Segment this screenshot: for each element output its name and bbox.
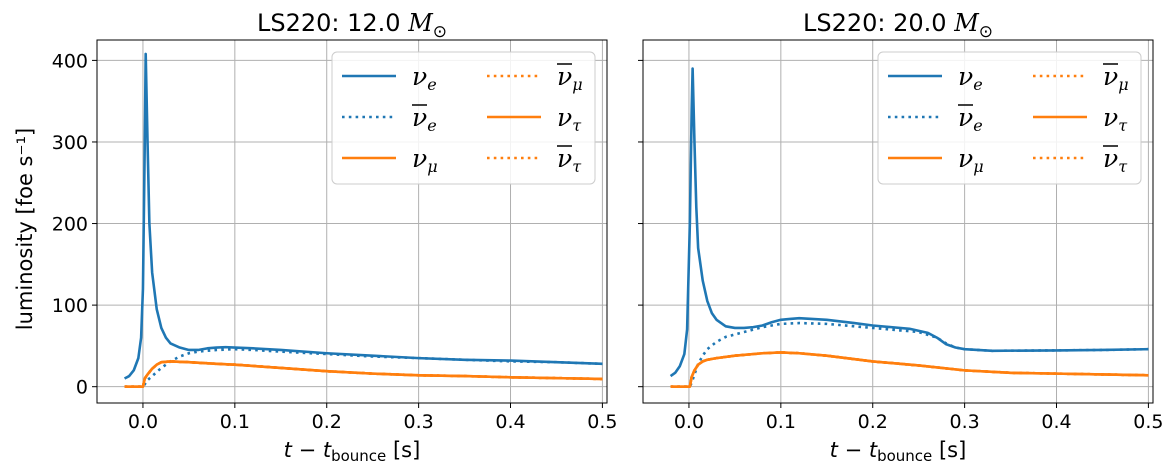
series-line-6 (124, 360, 603, 388)
legend-label: ντ (557, 103, 582, 135)
x-label-unit: [s] (932, 438, 966, 462)
x-tick-label: 0.0 (128, 411, 158, 433)
axes-frame (642, 39, 1154, 404)
x-label-sub: bounce (331, 447, 386, 465)
chart-panel-2: 0.0 0.1 0.2 0.3 0.4 0.5 LS220: 20.0 M⊙ t − tbou… (638, 9, 1164, 465)
legend-symbol: ν (958, 103, 973, 132)
title-symbol: M (407, 9, 434, 37)
legend-symbol: ν (412, 144, 427, 173)
series-group (123, 52, 603, 388)
title-prefix: LS220: 20.0 (803, 9, 954, 37)
legend-label: νe (958, 62, 983, 94)
x-label-main: t − t (830, 438, 878, 462)
title-subscript: ⊙ (979, 22, 993, 42)
x-tick-label: 0.1 (766, 411, 796, 433)
legend-subscript: τ (572, 157, 582, 176)
legend-symbol: ν (1103, 144, 1118, 173)
series-line-2 (670, 321, 1149, 388)
title-symbol: M (953, 9, 980, 37)
legend-subscript: μ (973, 157, 983, 176)
legend-label: νe (412, 103, 437, 135)
y-tick-label: 100 (52, 295, 88, 317)
x-tick-label: 0.5 (1133, 411, 1163, 433)
x-tick-label: 0.4 (1041, 411, 1071, 433)
series-line-3 (670, 351, 1149, 388)
legend-symbol: ν (557, 103, 572, 132)
series-line-5 (670, 351, 1149, 388)
series-line-4 (670, 351, 1149, 388)
panel-title: LS220: 20.0 M⊙ (803, 9, 993, 42)
legend-label: ντ (557, 144, 582, 176)
legend-symbol: ν (958, 144, 973, 173)
legend-symbol: ν (1103, 103, 1118, 132)
legend-symbol: ν (557, 144, 572, 173)
panel-title: LS220: 12.0 M⊙ (257, 9, 447, 42)
legend-label: ντ (1103, 144, 1128, 176)
legend-symbol: ν (412, 103, 427, 132)
x-tick-label: 0.0 (674, 411, 704, 433)
legend-label: νμ (557, 62, 583, 94)
legend-subscript: τ (1118, 157, 1128, 176)
title-subscript: ⊙ (433, 22, 447, 42)
y-tick-label: 200 (52, 214, 88, 236)
legend-label: ντ (1103, 103, 1128, 135)
x-axis-label: t − tbounce [s] (830, 438, 967, 465)
y-tick-label: 400 (52, 50, 88, 72)
legend-subscript: e (973, 116, 982, 135)
y-tick-label: 0 (76, 377, 88, 399)
legend-subscript: μ (1118, 75, 1128, 94)
legend-symbol: ν (1103, 62, 1118, 91)
x-tick-label: 0.1 (220, 411, 250, 433)
series-line-6 (670, 351, 1149, 388)
legend-label: νe (412, 62, 437, 94)
y-tick-label: 300 (52, 132, 88, 154)
legend-subscript: μ (427, 157, 437, 176)
x-tick-label: 0.4 (495, 411, 525, 433)
series-line-2 (124, 347, 603, 388)
legend-label: νμ (958, 144, 984, 176)
x-tick-label: 0.2 (858, 411, 888, 433)
x-label-unit: [s] (386, 438, 420, 462)
legend-symbol: ν (557, 62, 572, 91)
x-label-main: t − t (284, 438, 332, 462)
legend-box (331, 51, 596, 185)
x-tick-label: 0.2 (312, 411, 342, 433)
chart-panel-1: 0.0 0.1 0.2 0.3 0.4 0.5 0 100 200 300 400 LS220: 12… (52, 9, 618, 465)
legend-subscript: e (427, 75, 436, 94)
x-tick-label: 0.3 (950, 411, 980, 433)
legend-box (877, 51, 1142, 185)
axes-frame (96, 39, 608, 404)
legend-subscript: μ (572, 75, 582, 94)
series-group (669, 67, 1149, 388)
legend-subscript: e (973, 75, 982, 94)
x-tick-label: 0.5 (587, 411, 617, 433)
x-tick-label: 0.3 (404, 411, 434, 433)
legend-label: νμ (412, 144, 438, 176)
legend-subscript: e (427, 116, 436, 135)
title-prefix: LS220: 12.0 (257, 9, 408, 37)
x-axis-label: t − tbounce [s] (284, 438, 421, 465)
legend-symbol: ν (412, 62, 427, 91)
y-axis-label: luminosity [foe s⁻¹] (13, 128, 37, 330)
x-label-sub: bounce (877, 447, 932, 465)
legend-label: νμ (1103, 62, 1129, 94)
legend-subscript: τ (1118, 116, 1128, 135)
legend-symbol: ν (958, 62, 973, 91)
legend-label: νe (958, 103, 983, 135)
legend-subscript: τ (572, 116, 582, 135)
